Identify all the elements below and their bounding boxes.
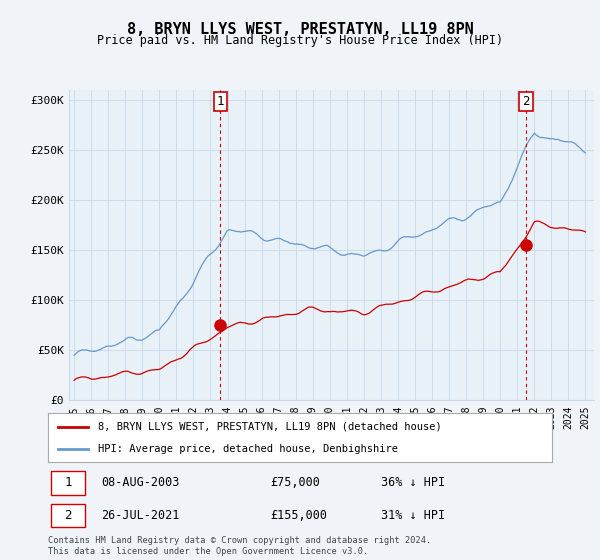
FancyBboxPatch shape [50,472,85,494]
Text: Contains HM Land Registry data © Crown copyright and database right 2024.
This d: Contains HM Land Registry data © Crown c… [48,536,431,556]
Text: 26-JUL-2021: 26-JUL-2021 [101,508,179,522]
FancyBboxPatch shape [50,503,85,527]
Text: 31% ↓ HPI: 31% ↓ HPI [380,508,445,522]
Text: 8, BRYN LLYS WEST, PRESTATYN, LL19 8PN (detached house): 8, BRYN LLYS WEST, PRESTATYN, LL19 8PN (… [98,422,442,432]
Text: 1: 1 [217,95,224,108]
Text: 36% ↓ HPI: 36% ↓ HPI [380,477,445,489]
Text: 2: 2 [64,508,71,522]
Text: £155,000: £155,000 [270,508,327,522]
Text: 08-AUG-2003: 08-AUG-2003 [101,477,179,489]
Text: Price paid vs. HM Land Registry's House Price Index (HPI): Price paid vs. HM Land Registry's House … [97,34,503,47]
Text: 8, BRYN LLYS WEST, PRESTATYN, LL19 8PN: 8, BRYN LLYS WEST, PRESTATYN, LL19 8PN [127,22,473,36]
Text: HPI: Average price, detached house, Denbighshire: HPI: Average price, detached house, Denb… [98,444,398,454]
Text: 2: 2 [522,95,530,108]
Text: 1: 1 [64,477,71,489]
Text: £75,000: £75,000 [270,477,320,489]
